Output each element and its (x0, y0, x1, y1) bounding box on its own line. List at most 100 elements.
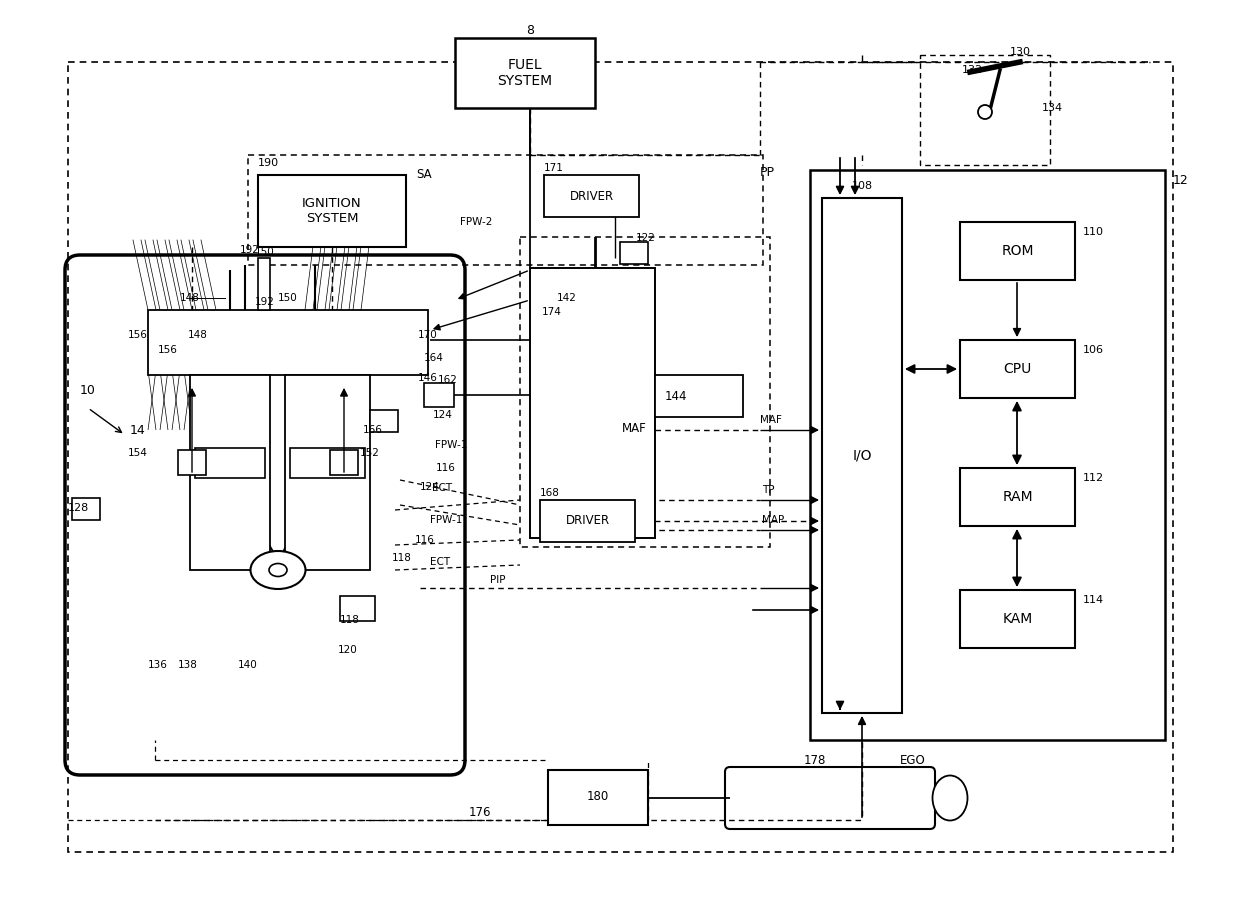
Bar (548, 770, 649, 825)
Bar (330, 450, 358, 475)
Text: FPW-1: FPW-1 (435, 440, 467, 450)
Text: 124: 124 (433, 410, 453, 420)
Text: 152: 152 (360, 448, 379, 458)
Text: DRIVER: DRIVER (569, 190, 614, 202)
Bar (195, 448, 265, 478)
Text: 138: 138 (179, 660, 198, 670)
Ellipse shape (932, 776, 967, 821)
Ellipse shape (250, 551, 305, 589)
Text: 130: 130 (1011, 47, 1030, 57)
Text: 128: 128 (68, 503, 89, 513)
Text: 156: 156 (157, 345, 177, 355)
Bar (520, 237, 770, 547)
Bar (340, 596, 374, 621)
Text: 110: 110 (1083, 227, 1104, 237)
Bar (248, 155, 763, 265)
Bar (822, 198, 901, 713)
Text: 108: 108 (852, 181, 873, 191)
Text: 178: 178 (804, 753, 826, 767)
Text: 192: 192 (241, 245, 260, 255)
Text: IGNITION
SYSTEM: IGNITION SYSTEM (303, 197, 362, 225)
Text: ROM: ROM (1001, 244, 1034, 258)
Text: 166: 166 (363, 425, 383, 435)
Ellipse shape (269, 564, 286, 576)
Text: 118: 118 (340, 615, 360, 625)
Text: FUEL
SYSTEM: FUEL SYSTEM (497, 58, 553, 88)
Text: 14: 14 (130, 423, 146, 437)
Text: FPW-2: FPW-2 (460, 217, 492, 227)
Text: 12: 12 (1173, 174, 1189, 186)
Text: 192: 192 (255, 297, 275, 307)
Text: 120: 120 (339, 645, 358, 655)
Bar (148, 310, 428, 375)
Text: 116: 116 (415, 535, 435, 545)
Text: 136: 136 (148, 660, 167, 670)
Text: 150: 150 (255, 247, 275, 257)
FancyBboxPatch shape (725, 767, 935, 829)
Text: 116: 116 (436, 463, 456, 473)
Bar (655, 375, 743, 417)
Bar (72, 498, 100, 520)
Bar (960, 340, 1075, 398)
Text: EGO: EGO (900, 753, 926, 767)
Text: CPU: CPU (1003, 362, 1032, 376)
Bar (290, 448, 365, 478)
Text: 132: 132 (962, 65, 983, 75)
Text: 180: 180 (587, 790, 609, 804)
Text: 142: 142 (557, 293, 577, 303)
Ellipse shape (978, 105, 992, 119)
Bar (960, 590, 1075, 648)
Text: 148: 148 (188, 330, 208, 340)
Text: 118: 118 (392, 553, 412, 563)
Text: MAF: MAF (760, 415, 782, 425)
Text: 190: 190 (258, 158, 279, 168)
Text: 168: 168 (539, 488, 560, 498)
Text: 154: 154 (128, 448, 148, 458)
Bar (258, 258, 270, 310)
Text: 176: 176 (469, 806, 491, 818)
Text: PP: PP (760, 166, 775, 180)
Text: 8: 8 (526, 23, 534, 37)
Text: 106: 106 (1083, 345, 1104, 355)
Text: MAP: MAP (763, 515, 784, 525)
Text: 10: 10 (81, 384, 95, 396)
Text: 170: 170 (418, 330, 438, 340)
Bar (285, 375, 370, 570)
Bar (539, 500, 635, 542)
Text: RAM: RAM (1002, 490, 1033, 504)
Text: 162: 162 (438, 375, 458, 385)
Text: 156: 156 (128, 330, 148, 340)
Text: PIP: PIP (490, 575, 506, 585)
Text: KAM: KAM (1002, 612, 1033, 626)
Text: 144: 144 (665, 390, 687, 404)
Text: 171: 171 (544, 163, 564, 173)
Text: 134: 134 (1042, 103, 1063, 113)
Bar (620, 242, 649, 264)
Text: ECT: ECT (432, 483, 453, 493)
Text: 122: 122 (636, 233, 656, 243)
Bar (960, 222, 1075, 280)
Text: 114: 114 (1083, 595, 1104, 605)
Text: 112: 112 (1083, 473, 1104, 483)
Bar (960, 468, 1075, 526)
Text: 164: 164 (424, 353, 444, 363)
Bar (455, 38, 595, 108)
Bar (529, 268, 655, 538)
Text: 150: 150 (278, 293, 298, 303)
Text: FPW-1: FPW-1 (430, 515, 463, 525)
Text: ECT: ECT (430, 557, 450, 567)
Bar (424, 383, 454, 407)
Bar (179, 450, 206, 475)
Text: 148: 148 (180, 293, 200, 303)
Bar (920, 55, 1050, 165)
Text: 140: 140 (238, 660, 258, 670)
Text: MAF: MAF (622, 422, 647, 434)
Text: 146: 146 (418, 373, 438, 383)
Bar (68, 62, 1173, 852)
Bar (810, 170, 1166, 740)
Bar (544, 175, 639, 217)
Bar (190, 375, 270, 570)
Text: DRIVER: DRIVER (565, 514, 610, 528)
Text: SA: SA (415, 168, 432, 182)
Text: 174: 174 (542, 307, 562, 317)
